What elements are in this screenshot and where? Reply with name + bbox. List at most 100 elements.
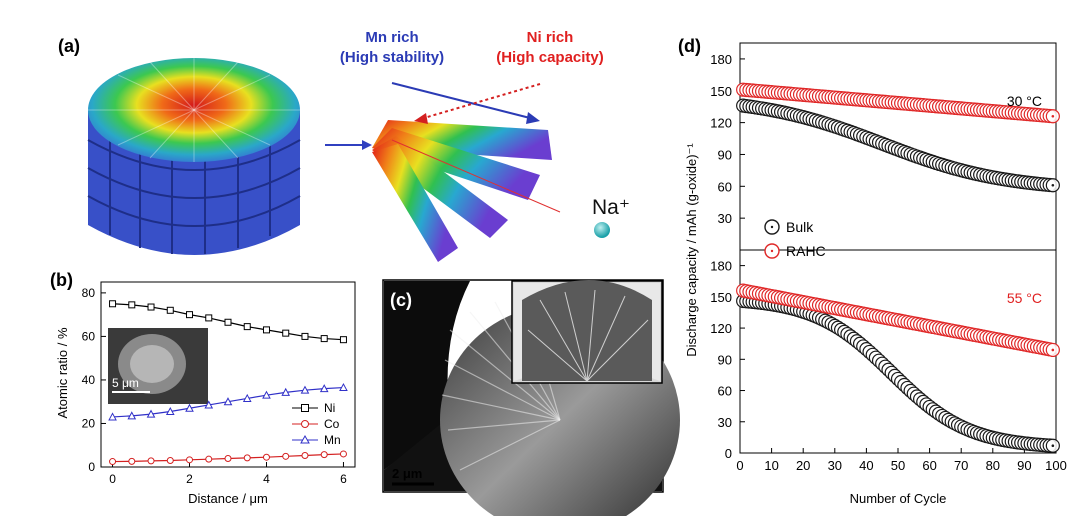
b-point-ni — [205, 314, 213, 322]
wedge-illustration: Na⁺ — [372, 120, 630, 262]
d-ytick-label: 30 — [718, 415, 732, 430]
b-point-ni — [224, 318, 232, 326]
b-point-co — [147, 457, 155, 465]
d-ytick-label: 120 — [710, 116, 732, 131]
chart-d-ticks: 0 10 20 30 40 50 60 70 80 90 100 30 60 90 120 150 180 0 30… — [710, 52, 1067, 473]
annotation-30c: 30 °C — [1007, 93, 1042, 109]
b-point-ni — [243, 323, 251, 331]
mn-stability-label: (High stability) — [340, 49, 444, 66]
particle-top-heatmap — [88, 58, 300, 162]
b-point-mn — [339, 383, 348, 392]
particle-radial-lines — [88, 58, 300, 162]
b-ytick-label: 60 — [82, 329, 96, 343]
chart-d-xlabel: Number of Cycle — [850, 491, 947, 506]
d-xtick-label: 50 — [891, 458, 905, 473]
ni-direction-arrow — [423, 83, 541, 119]
b-xtick-label: 2 — [186, 472, 193, 486]
d-xtick-label: 10 — [764, 458, 778, 473]
b-point-co — [128, 457, 136, 465]
panel-a-label: (a) — [58, 36, 80, 56]
d-xtick-label: 40 — [859, 458, 873, 473]
legend-co-marker — [301, 420, 309, 428]
b-point-co — [339, 450, 347, 458]
chart-b-inset: 5 μm — [108, 328, 208, 404]
chart-d-ylabel: Discharge capacity / mAh (g-oxide)⁻¹ — [684, 143, 699, 357]
b-point-mn — [262, 390, 271, 399]
d-xtick-label: 30 — [828, 458, 842, 473]
tem-inset-particle — [522, 280, 652, 381]
d-ytick-label: 30 — [718, 211, 732, 226]
b-point-co — [262, 453, 270, 461]
d-ytick-label: 180 — [710, 259, 732, 274]
d-ytick-label: 90 — [718, 147, 732, 162]
panel-c-label: (c) — [390, 290, 412, 310]
b-point-mn — [319, 384, 329, 393]
tem-inset-texture — [527, 289, 649, 382]
d-point-dot-bulk — [1051, 183, 1055, 187]
b-ytick-label: 20 — [82, 416, 96, 430]
b-point-ni — [339, 336, 347, 344]
b-point-mn — [185, 403, 194, 412]
ni-rich-label: Ni rich — [527, 29, 574, 46]
legend-bulk-dot — [770, 225, 774, 229]
b-point-mn — [146, 409, 156, 418]
d-xtick-label: 0 — [736, 458, 743, 473]
b-ytick-label: 80 — [82, 286, 96, 300]
d-xtick-label: 20 — [796, 458, 810, 473]
panel-d-label: (d) — [678, 36, 701, 56]
chart-b-series — [108, 300, 348, 466]
legend-ni-label: Ni — [324, 401, 335, 415]
b-point-ni — [282, 329, 290, 337]
zoom-arrow-head — [362, 140, 372, 150]
b-xtick-label: 4 — [263, 472, 270, 486]
b-xtick-label: 0 — [109, 472, 116, 486]
b-point-ni — [262, 326, 270, 334]
legend-rahc-dot — [770, 249, 774, 253]
d-ytick-label: 60 — [718, 179, 732, 194]
tem-dark-region — [384, 281, 470, 470]
b-ytick-label: 40 — [82, 373, 96, 387]
na-ion-ball — [594, 222, 610, 238]
inset-scale-label: 5 μm — [112, 376, 139, 390]
d-xtick-label: 90 — [1017, 458, 1031, 473]
wedge-blade-2 — [372, 128, 540, 200]
b-point-co — [205, 455, 213, 463]
b-point-co — [109, 458, 117, 466]
b-point-co — [224, 455, 232, 463]
b-point-mn — [242, 393, 252, 402]
legend-rahc-label: RAHC — [786, 243, 826, 259]
b-point-mn — [223, 397, 233, 406]
d-xtick-label: 70 — [954, 458, 968, 473]
b-point-co — [243, 454, 251, 462]
chart-b-ylabel: Atomic ratio / % — [55, 327, 70, 418]
b-point-ni — [166, 306, 174, 314]
legend-mn-label: Mn — [324, 433, 341, 447]
d-ytick-label: 150 — [710, 84, 732, 99]
panel-d: (d) Discharge capacity / mAh (g-oxide)⁻¹… — [678, 36, 1067, 506]
d-xtick-label: 80 — [986, 458, 1000, 473]
ni-arrow-head — [414, 113, 428, 124]
b-point-mn — [204, 400, 214, 409]
b-point-mn — [281, 387, 291, 396]
d-xtick-label: 100 — [1045, 458, 1067, 473]
b-point-mn — [108, 412, 117, 421]
wedge-blade-4 — [372, 144, 458, 262]
b-point-co — [301, 451, 309, 459]
na-path-line — [391, 139, 561, 213]
d-point-dot-rahc — [1051, 114, 1055, 118]
panel-a: (a) — [58, 29, 630, 262]
inset-particle-core — [130, 345, 174, 383]
ni-capacity-label: (High capacity) — [496, 49, 604, 66]
b-point-co — [320, 451, 328, 459]
tem-scale-label: 2 μm — [392, 466, 422, 481]
d-ytick-label: 90 — [718, 352, 732, 367]
b-point-ni — [186, 311, 194, 319]
na-ion-label: Na⁺ — [592, 196, 630, 219]
d-ytick-label: 60 — [718, 384, 732, 399]
legend-ni-marker — [301, 404, 309, 412]
b-point-mn — [127, 411, 137, 420]
chart-d-series — [736, 82, 1060, 453]
mn-rich-label: Mn rich — [365, 29, 418, 46]
